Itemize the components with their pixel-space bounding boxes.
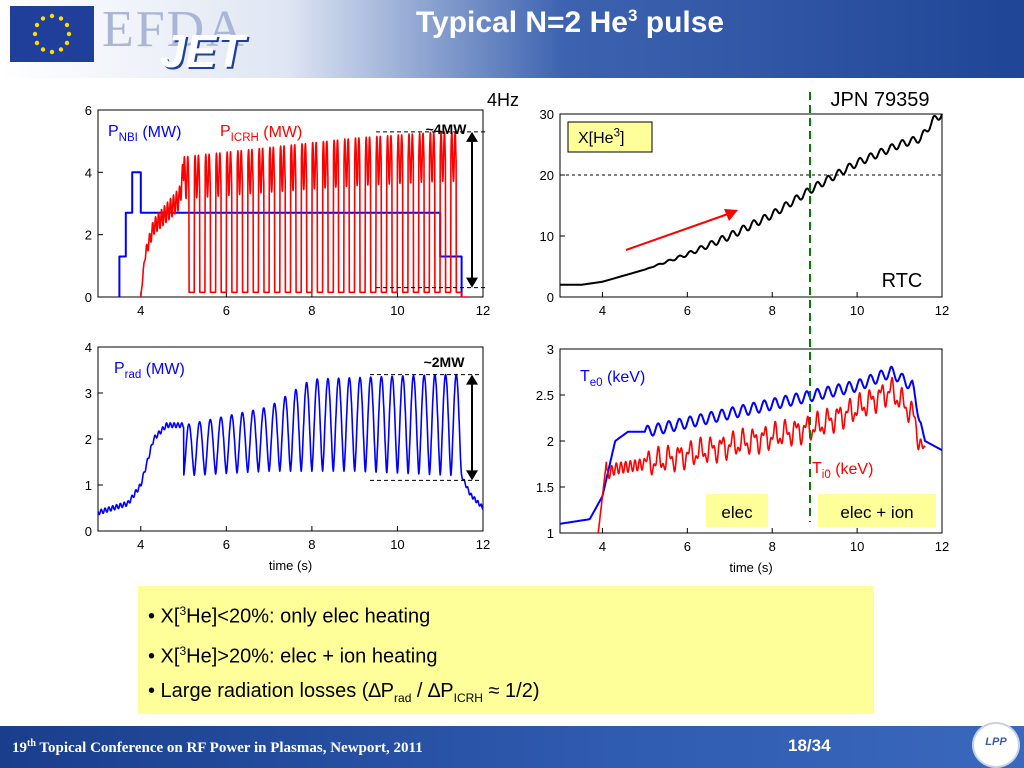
- eu-flag-icon: [10, 6, 94, 62]
- efda-logo: EFDA: [102, 1, 246, 58]
- prad-legend: Prad (MW): [114, 360, 185, 381]
- ti0-line: [597, 376, 926, 534]
- arrow-head: [466, 277, 478, 288]
- x-axis-label: time (s): [729, 560, 772, 575]
- icrh-legend: PICRH (MW): [220, 123, 302, 144]
- x-tick-label: 4: [137, 537, 144, 552]
- amplitude-label: ~2MW: [424, 354, 466, 370]
- arrow-head: [466, 131, 478, 142]
- rtc-label: RTC: [882, 270, 923, 292]
- y-tick-label: 3: [547, 342, 554, 357]
- te0-line: [559, 365, 943, 525]
- amplitude-label: ~4MW: [426, 121, 468, 137]
- elec-label-box: [706, 494, 768, 527]
- trend-arrow: [625, 213, 729, 251]
- x-tick-label: 4: [599, 539, 606, 554]
- x-tick-label: 8: [308, 537, 315, 552]
- y-tick-label: 1: [85, 478, 92, 493]
- shot-number: JPN 79359: [831, 89, 930, 111]
- x-tick-label: 8: [769, 303, 776, 318]
- y-tick-label: 0: [85, 290, 92, 305]
- y-tick-label: 6: [85, 103, 92, 118]
- ti0-legend: Ti0 (keV): [812, 460, 873, 481]
- elec-label: elec: [721, 503, 753, 522]
- page-number: 18/34: [788, 736, 831, 755]
- elec-ion-label: elec + ion: [840, 503, 913, 522]
- x-tick-label: 4: [137, 303, 144, 318]
- arrow-head: [466, 470, 478, 481]
- y-tick-label: 4: [85, 165, 92, 180]
- y-tick-label: 1.5: [536, 480, 554, 495]
- x-tick-label: 6: [223, 537, 230, 552]
- y-tick-label: 4: [85, 340, 92, 355]
- x-he3-label-box: [567, 121, 653, 153]
- note-item: • X[3He]<20%: only elec heating: [148, 604, 431, 628]
- plot-frame-prad: [97, 346, 484, 532]
- y-tick-label: 2: [85, 228, 92, 243]
- y-tick-label: 3: [85, 386, 92, 401]
- x-tick-label: 12: [935, 539, 949, 554]
- y-tick-label: 30: [540, 107, 554, 122]
- x-tick-label: 10: [850, 539, 864, 554]
- y-tick-label: 20: [540, 168, 554, 183]
- x-tick-label: 4: [599, 303, 606, 318]
- y-tick-label: 0: [547, 290, 554, 305]
- slide-header: [0, 0, 1024, 78]
- frequency-label: 4Hz: [487, 90, 519, 110]
- x-tick-label: 6: [684, 539, 691, 554]
- lpp-logo-text: LPP: [985, 736, 1007, 748]
- slide-title: Typical N=2 He3 pulse: [415, 6, 725, 39]
- note-item: • X[3He]>20%: elec + ion heating: [148, 644, 438, 668]
- conference-label: 19th Topical Conference on RF Power in P…: [12, 738, 423, 756]
- x-he3-line: [559, 113, 943, 286]
- x-axis-label: time (s): [269, 558, 312, 573]
- te0-legend: Te0 (keV): [580, 368, 645, 389]
- x-he3-label: X[He3]: [578, 128, 624, 147]
- x-tick-label: 12: [476, 303, 490, 318]
- arrow-head: [466, 374, 478, 385]
- elec-ion-label-box: [818, 494, 936, 527]
- prad-line: [97, 373, 484, 516]
- nbi-legend: PNBI (MW): [108, 123, 181, 144]
- y-tick-label: 2: [547, 434, 554, 449]
- y-tick-label: 2: [85, 432, 92, 447]
- notes-box: • X[3He]<20%: only elec heating • X[3He]…: [138, 586, 874, 714]
- x-tick-label: 10: [850, 303, 864, 318]
- x-tick-label: 12: [935, 303, 949, 318]
- x-tick-label: 8: [769, 539, 776, 554]
- trend-arrow-head: [724, 209, 738, 221]
- x-tick-label: 12: [476, 537, 490, 552]
- x-tick-label: 6: [684, 303, 691, 318]
- y-tick-label: 10: [540, 229, 554, 244]
- note-item: • Large radiation losses (∆Prad / ∆PICRH…: [148, 680, 540, 705]
- lpp-logo: LPP: [972, 722, 1020, 768]
- y-tick-label: 0: [85, 524, 92, 539]
- y-tick-label: 1: [547, 526, 554, 541]
- icrh-power-line: [140, 131, 469, 298]
- x-tick-label: 6: [223, 303, 230, 318]
- x-tick-label: 10: [390, 537, 404, 552]
- y-tick-label: 2.5: [536, 388, 554, 403]
- x-tick-label: 10: [390, 303, 404, 318]
- jet-logo: JET: [160, 25, 245, 77]
- slide-footer: [0, 726, 1024, 768]
- x-tick-label: 8: [308, 303, 315, 318]
